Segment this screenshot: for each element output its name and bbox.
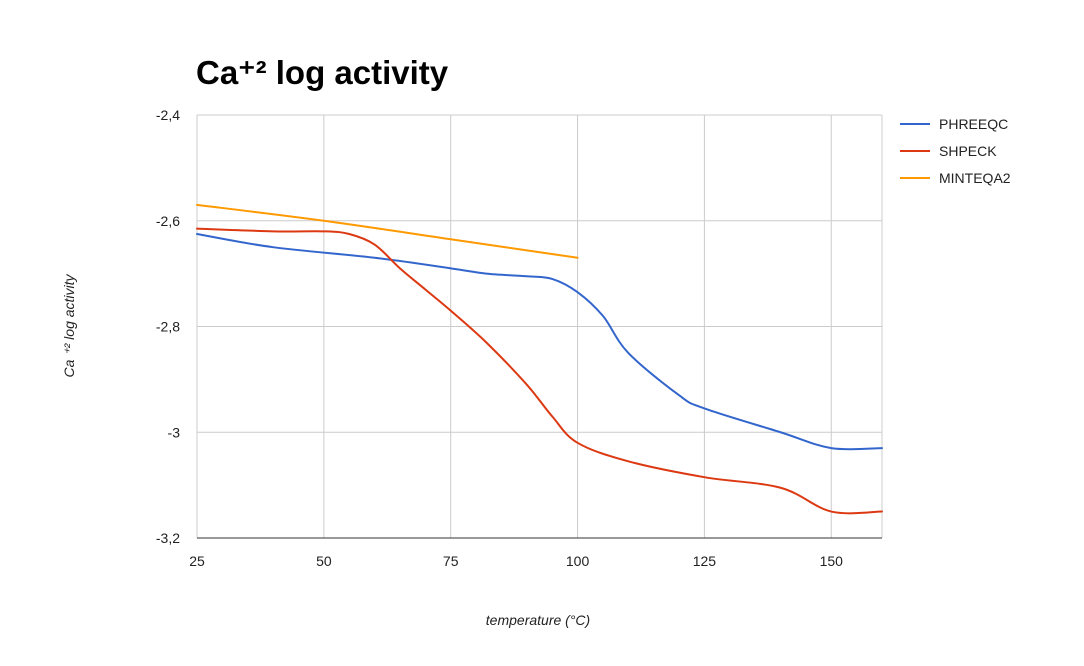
x-axis-title: temperature (°C) — [486, 612, 590, 628]
x-tick-label: 50 — [316, 553, 332, 569]
series-line-minteqa2 — [196, 203, 579, 259]
y-axis-ticks: -2,4 -2,6 -2,8 -3 -3,2 — [156, 107, 180, 546]
gridlines — [196, 114, 883, 539]
x-tick-label: 150 — [820, 553, 844, 569]
chart-title: Ca⁺² log activity — [196, 54, 449, 91]
y-tick-label: -2,6 — [156, 213, 180, 229]
legend-label-phreeqc: PHREEQC — [939, 116, 1008, 132]
x-tick-label: 75 — [443, 553, 459, 569]
y-tick-label: -2,8 — [156, 319, 180, 335]
y-tick-label: -3 — [168, 424, 181, 440]
legend: PHREEQC SHPECK MINTEQA2 — [900, 116, 1011, 186]
legend-label-shpeck: SHPECK — [939, 143, 997, 159]
series-line-shpeck — [196, 227, 883, 515]
y-tick-label: -2,4 — [156, 107, 180, 123]
y-tick-label: -3,2 — [156, 530, 180, 546]
x-axis-ticks: 25 50 75 100 125 150 — [189, 553, 843, 569]
legend-label-minteqa2: MINTEQA2 — [939, 170, 1011, 186]
series-line-phreeqc — [196, 232, 883, 451]
x-tick-label: 125 — [693, 553, 717, 569]
x-tick-label: 100 — [566, 553, 590, 569]
series-lines — [196, 203, 883, 515]
y-axis-title: Ca ⁺² log activity — [61, 273, 77, 377]
x-tick-label: 25 — [189, 553, 205, 569]
